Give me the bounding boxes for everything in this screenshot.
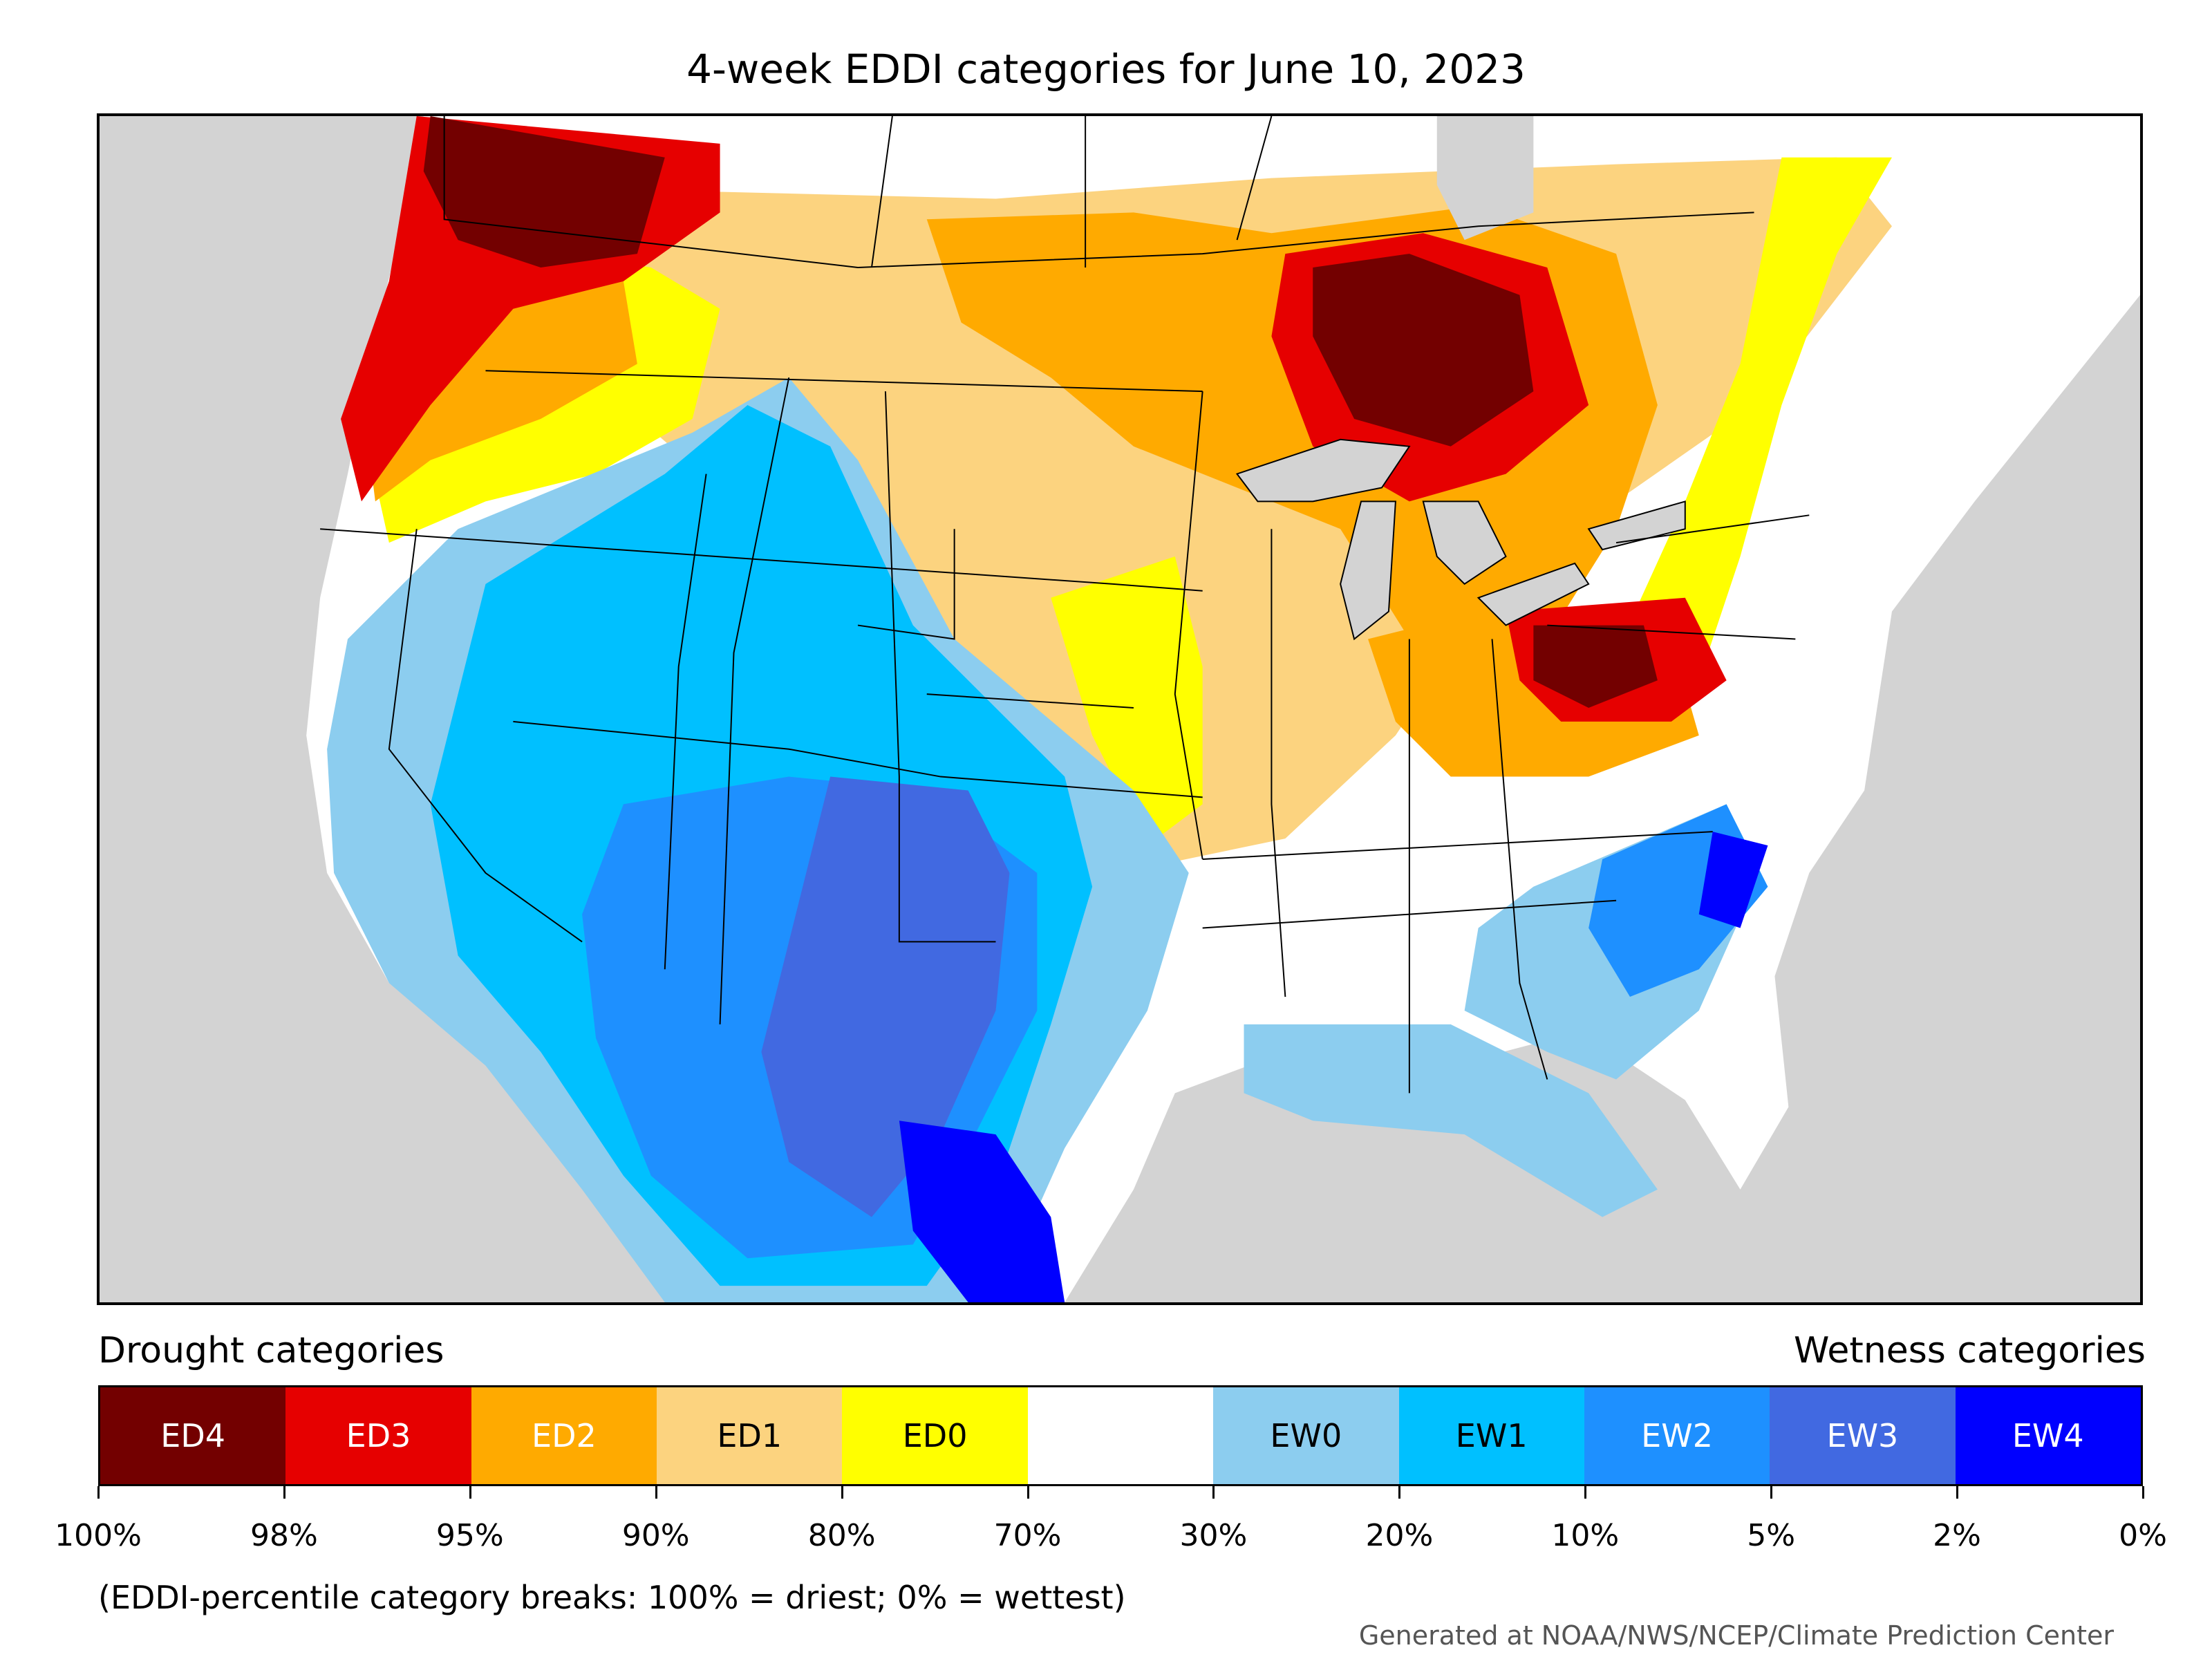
- colorbar-tick-label: 2%: [1933, 1518, 1981, 1553]
- state-boundaries: [320, 116, 1810, 1094]
- colorbar-tick: [283, 1486, 285, 1499]
- map-title: 4-week EDDI categories for June 10, 2023: [686, 46, 1526, 93]
- great-lakes: [1235, 438, 1686, 641]
- colorbar-tick: [655, 1486, 657, 1499]
- wetness-ew3-southwest: [761, 776, 1010, 1217]
- colorbar-segment: EW3: [1770, 1387, 1956, 1484]
- colorbar-segment: ED3: [285, 1387, 471, 1484]
- eddi-map: [306, 116, 2140, 1302]
- wetness-categories-heading: Wetness categories: [1794, 1330, 2146, 1371]
- colorbar-tick: [97, 1486, 100, 1499]
- credit-line: Generated at NOAA/NWS/NCEP/Climate Predi…: [1358, 1620, 2114, 1651]
- colorbar-segment: [1027, 1387, 1214, 1484]
- drought-ed4-region: [1313, 254, 1534, 447]
- wetness-ew4-texas: [899, 1121, 1065, 1302]
- hudson-bay-lake: [1436, 116, 1534, 241]
- colorbar-tick-label: 100%: [55, 1518, 142, 1553]
- colorbar-segment: EW4: [1955, 1387, 2141, 1484]
- colorbar-ticks: [97, 1486, 2144, 1500]
- colorbar-segment: ED4: [100, 1387, 286, 1484]
- drought-ed0-region: [1616, 157, 1892, 722]
- colorbar-tick-label: 20%: [1365, 1518, 1434, 1553]
- drought-ed4-northwest: [423, 116, 665, 268]
- colorbar-tick-label: 95%: [435, 1518, 504, 1553]
- colorbar-tick-label: 10%: [1551, 1518, 1620, 1553]
- canada-region: [423, 116, 2099, 220]
- drought-ed0-midwest: [1051, 556, 1203, 846]
- colorbar-tick: [1584, 1486, 1587, 1499]
- drought-ed4-appalachia: [1533, 625, 1658, 709]
- colorbar-tick: [841, 1486, 843, 1499]
- colorbar-tick: [2142, 1486, 2144, 1499]
- colorbar-tick-label: 70%: [993, 1518, 1062, 1553]
- colorbar-tick-label: 80%: [807, 1518, 876, 1553]
- colorbar-segment: EW2: [1584, 1387, 1770, 1484]
- colorbar-tick: [1212, 1486, 1215, 1499]
- colorbar-tick-label: 30%: [1179, 1518, 1248, 1553]
- colorbar-tick-label: 98%: [250, 1518, 318, 1553]
- colorbar-tick: [1027, 1486, 1029, 1499]
- drought-categories-heading: Drought categories: [98, 1330, 444, 1371]
- map-frame: [97, 113, 2143, 1305]
- colorbar-segment: EW0: [1213, 1387, 1399, 1484]
- category-breaks-note: (EDDI-percentile category breaks: 100% =…: [98, 1579, 1126, 1616]
- colorbar-segment: ED2: [471, 1387, 657, 1484]
- wetness-ew0-gulf: [1244, 1024, 1658, 1217]
- colorbar-tick: [1398, 1486, 1401, 1499]
- colorbar-segment: ED0: [842, 1387, 1028, 1484]
- category-colorbar: ED4 ED3 ED2 ED1 ED0 EW0 EW1 EW2 EW3 EW4: [98, 1385, 2143, 1486]
- colorbar-tick: [1956, 1486, 1959, 1499]
- colorbar-tick: [469, 1486, 471, 1499]
- colorbar-segment: EW1: [1398, 1387, 1584, 1484]
- wetness-ew4-carolina: [1698, 832, 1768, 928]
- colorbar-tick-label: 0%: [2119, 1518, 2167, 1553]
- colorbar-tick-label: 5%: [1747, 1518, 1796, 1553]
- colorbar-tick: [1770, 1486, 1773, 1499]
- colorbar-segment: ED1: [657, 1387, 843, 1484]
- colorbar-tick-label: 90%: [621, 1518, 690, 1553]
